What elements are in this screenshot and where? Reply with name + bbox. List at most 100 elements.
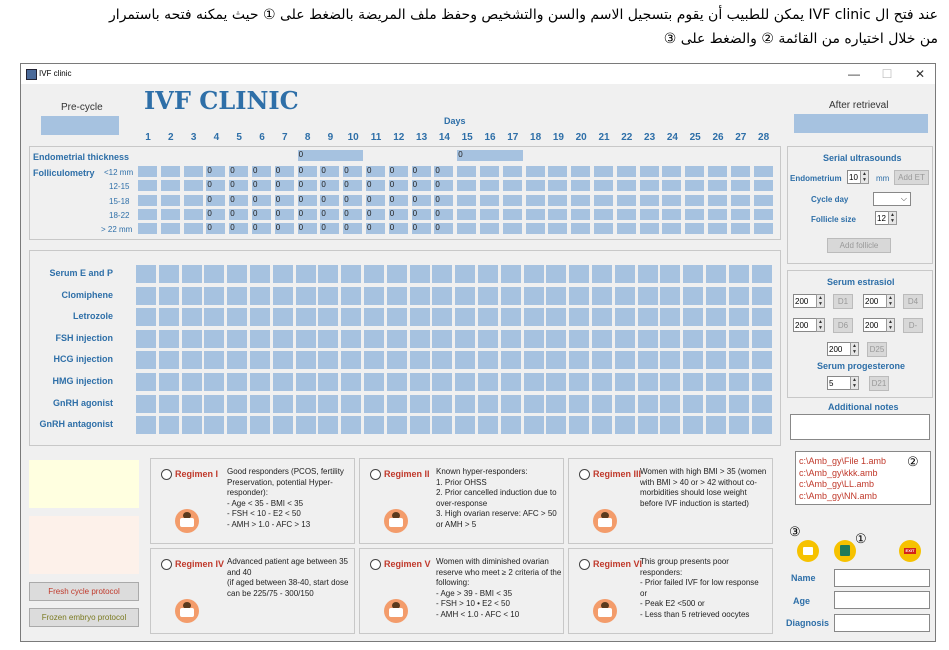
- drug-dose-cell[interactable]: [546, 394, 567, 413]
- regimen-card[interactable]: Regimen II Known hyper-responders: 1. Pri…: [359, 458, 564, 544]
- drug-dose-cell[interactable]: [341, 351, 362, 370]
- folliculometry-cell[interactable]: 0: [366, 194, 385, 206]
- drug-dose-cell[interactable]: [409, 373, 430, 391]
- drug-dose-cell[interactable]: [250, 286, 270, 305]
- drug-dose-cell[interactable]: [614, 351, 635, 370]
- folliculometry-cell[interactable]: [480, 166, 499, 177]
- estradiol-value[interactable]: 200: [827, 342, 851, 356]
- regimen-radio[interactable]: [161, 469, 172, 480]
- estradiol-stepper[interactable]: 200 ▲ ▼: [793, 318, 825, 332]
- drug-dose-cell[interactable]: [500, 329, 521, 348]
- folliculometry-cell[interactable]: [548, 223, 568, 235]
- drug-dose-cell[interactable]: [272, 286, 293, 305]
- maximize-button[interactable]: ☐: [881, 67, 893, 81]
- drug-dose-cell[interactable]: [181, 308, 202, 327]
- drug-dose-cell[interactable]: [204, 373, 225, 391]
- drug-dose-cell[interactable]: [318, 286, 339, 305]
- folliculometry-cell[interactable]: [616, 208, 636, 220]
- folliculometry-cell[interactable]: 0: [206, 223, 226, 235]
- folliculometry-cell[interactable]: 0: [297, 223, 317, 235]
- drug-dose-cell[interactable]: [683, 286, 704, 305]
- drug-dose-cell[interactable]: [592, 373, 612, 391]
- folliculometry-cell[interactable]: 0: [229, 166, 249, 177]
- drug-dose-cell[interactable]: [204, 416, 225, 435]
- drug-dose-cell[interactable]: [386, 286, 407, 305]
- drug-dose-cell[interactable]: [364, 329, 384, 348]
- drug-dose-cell[interactable]: [364, 286, 384, 305]
- patient-name-input[interactable]: [834, 569, 930, 587]
- folliculometry-cell[interactable]: 0: [411, 208, 431, 220]
- folliculometry-cell[interactable]: [708, 166, 727, 177]
- close-button[interactable]: ✕: [914, 67, 926, 81]
- folliculometry-cell[interactable]: 0: [343, 180, 363, 192]
- folliculometry-cell[interactable]: 0: [388, 223, 408, 235]
- drug-dose-cell[interactable]: [204, 265, 225, 283]
- stepper-arrows-icon[interactable]: ▲ ▼: [850, 342, 859, 356]
- folliculometry-cell[interactable]: [525, 166, 545, 177]
- drug-dose-cell[interactable]: [523, 265, 544, 283]
- drug-dose-cell[interactable]: [751, 416, 772, 435]
- folliculometry-cell[interactable]: [639, 166, 659, 177]
- folliculometry-cell[interactable]: 0: [206, 208, 226, 220]
- estradiol-day-button[interactable]: D1: [833, 294, 853, 309]
- folliculometry-cell[interactable]: [571, 194, 591, 206]
- drug-dose-cell[interactable]: [569, 308, 590, 327]
- drug-dose-cell[interactable]: [500, 416, 521, 435]
- drug-dose-cell[interactable]: [432, 416, 453, 435]
- drug-dose-cell[interactable]: [272, 265, 293, 283]
- regimen-card[interactable]: Regimen VI This group presents poor respo…: [568, 548, 773, 634]
- drug-dose-cell[interactable]: [250, 373, 270, 391]
- frozen-embryo-protocol-button[interactable]: Frozen embryo protocol: [29, 608, 139, 627]
- stepper-arrows-icon[interactable]: ▲ ▼: [816, 318, 825, 332]
- drug-dose-cell[interactable]: [227, 351, 248, 370]
- drug-dose-cell[interactable]: [728, 286, 749, 305]
- folliculometry-cell[interactable]: 0: [252, 194, 271, 206]
- folliculometry-cell[interactable]: 0: [411, 180, 431, 192]
- drug-dose-cell[interactable]: [706, 329, 726, 348]
- follicle-size-value[interactable]: 12: [875, 211, 889, 225]
- drug-dose-cell[interactable]: [478, 416, 498, 435]
- drug-dose-cell[interactable]: [181, 373, 202, 391]
- folliculometry-cell[interactable]: [502, 166, 522, 177]
- drug-dose-cell[interactable]: [432, 351, 453, 370]
- drug-dose-cell[interactable]: [523, 394, 544, 413]
- endometrial-thickness-cell[interactable]: 0: [297, 150, 363, 161]
- folliculometry-cell[interactable]: [662, 223, 682, 235]
- drug-dose-cell[interactable]: [614, 286, 635, 305]
- regimen-radio[interactable]: [161, 559, 172, 570]
- drug-dose-cell[interactable]: [523, 416, 544, 435]
- folliculometry-cell[interactable]: 0: [343, 194, 363, 206]
- folliculometry-cell[interactable]: 0: [252, 180, 271, 192]
- add-et-button[interactable]: Add ET: [894, 170, 929, 185]
- drug-dose-cell[interactable]: [432, 308, 453, 327]
- follicle-size-stepper[interactable]: 12 ▲ ▼: [875, 211, 897, 225]
- drug-dose-cell[interactable]: [637, 308, 658, 327]
- folliculometry-cell[interactable]: [548, 166, 568, 177]
- folliculometry-cell[interactable]: [594, 208, 613, 220]
- drug-dose-cell[interactable]: [614, 394, 635, 413]
- estradiol-value[interactable]: 200: [863, 294, 887, 308]
- estradiol-day-button[interactable]: D25: [867, 342, 887, 357]
- folliculometry-cell[interactable]: [525, 223, 545, 235]
- drug-dose-cell[interactable]: [204, 329, 225, 348]
- folliculometry-cell[interactable]: [160, 223, 180, 235]
- drug-dose-cell[interactable]: [523, 286, 544, 305]
- folliculometry-cell[interactable]: 0: [343, 208, 363, 220]
- estradiol-value[interactable]: 200: [793, 294, 817, 308]
- stepper-arrows-icon[interactable]: ▲ ▼: [816, 294, 825, 308]
- drug-dose-cell[interactable]: [751, 286, 772, 305]
- drug-dose-cell[interactable]: [592, 265, 612, 283]
- folliculometry-cell[interactable]: [639, 180, 659, 192]
- folliculometry-cell[interactable]: [616, 166, 636, 177]
- drug-dose-cell[interactable]: [272, 351, 293, 370]
- drug-dose-cell[interactable]: [637, 329, 658, 348]
- drug-dose-cell[interactable]: [318, 416, 339, 435]
- folliculometry-cell[interactable]: [571, 166, 591, 177]
- drug-dose-cell[interactable]: [295, 286, 316, 305]
- folliculometry-cell[interactable]: 0: [297, 208, 317, 220]
- folliculometry-cell[interactable]: 0: [229, 180, 249, 192]
- drug-dose-cell[interactable]: [592, 394, 612, 413]
- regimen-radio[interactable]: [370, 559, 381, 570]
- drug-dose-cell[interactable]: [409, 308, 430, 327]
- folliculometry-cell[interactable]: [183, 180, 203, 192]
